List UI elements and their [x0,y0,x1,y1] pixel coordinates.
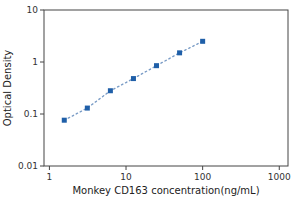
y-tick-label: 1 [32,57,38,67]
x-tick-label: 1 [47,172,53,182]
x-tick [126,166,127,170]
y-axis-label: Optical Density [2,50,13,127]
x-tick-label: 100 [194,172,211,182]
x-tick [279,166,280,170]
data-point [177,50,182,55]
data-point [85,106,90,111]
chart: 1 10 100 1000 0.01 0.1 1 10 Monkey CD163 concent… [0,0,300,200]
data-line [64,41,202,120]
y-tick-label: 10 [27,5,39,15]
x-tick [49,166,50,170]
data-point [154,63,159,68]
y-tick-label: 0.01 [18,161,38,171]
data-point [131,76,136,81]
y-tick-label: 0.1 [24,109,38,119]
y-tick [40,62,44,63]
x-tick-label: 1000 [268,172,291,182]
y-tick [40,166,44,167]
x-tick-label: 10 [120,172,132,182]
y-tick [40,10,44,11]
x-axis-label: Monkey CD163 concentration(ng/mL) [72,185,259,196]
x-tick [202,166,203,170]
plot-frame [44,10,288,166]
data-point [108,88,113,93]
y-tick [40,114,44,115]
plot-area [62,39,205,123]
data-point [200,39,205,44]
chart-container: 1 10 100 1000 0.01 0.1 1 10 Monkey CD163 concent… [0,0,300,200]
data-point [62,118,67,123]
